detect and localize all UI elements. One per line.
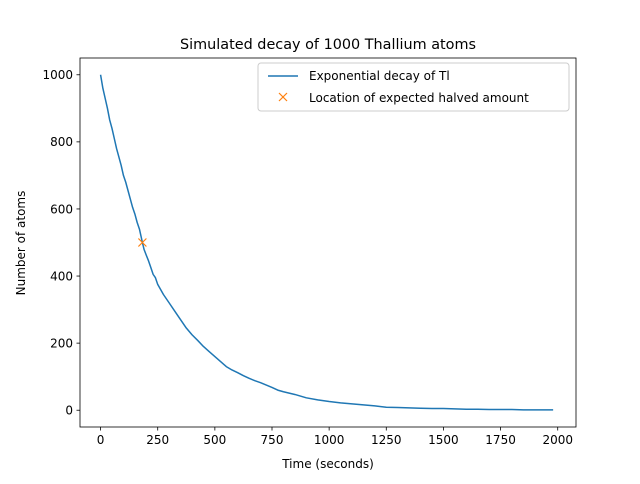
legend: Exponential decay of Tl Location of expe… [257,62,570,112]
x-tick-label: 2000 [542,433,573,447]
x-tick-label: 1500 [428,433,459,447]
x-tick-label: 250 [146,433,169,447]
axes-frame [79,57,577,428]
legend-frame [257,62,570,112]
y-tick-label: 0 [65,404,73,418]
legend-marker-swatch [278,92,288,102]
y-tick-label: 400 [50,269,73,283]
legend-label-halved: Location of expected halved amount [309,91,529,105]
x-tick-label: 0 [97,433,105,447]
series-line-decay [99,74,554,411]
y-tick-label: 600 [50,202,73,216]
x-tick-label: 1750 [485,433,516,447]
legend-label-decay: Exponential decay of Tl [309,69,450,83]
x-tick-label: 500 [203,433,226,447]
x-tick-label: 1250 [371,433,402,447]
y-axis-label: Number of atoms [14,191,28,296]
x-tick-label: 750 [261,433,284,447]
x-tick-label: 1000 [314,433,345,447]
halved-amount-marker [137,238,147,247]
y-tick-label: 200 [50,336,73,350]
y-tick-label: 800 [50,135,73,149]
chart-title: Simulated decay of 1000 Thallium atoms [180,37,476,53]
x-axis-label: Time (seconds) [281,457,374,471]
plot-area: 0 250 500 750 1000 1250 1500 1750 2000 0 200 400 600… [42,57,577,447]
y-tick-label: 1000 [42,68,73,82]
